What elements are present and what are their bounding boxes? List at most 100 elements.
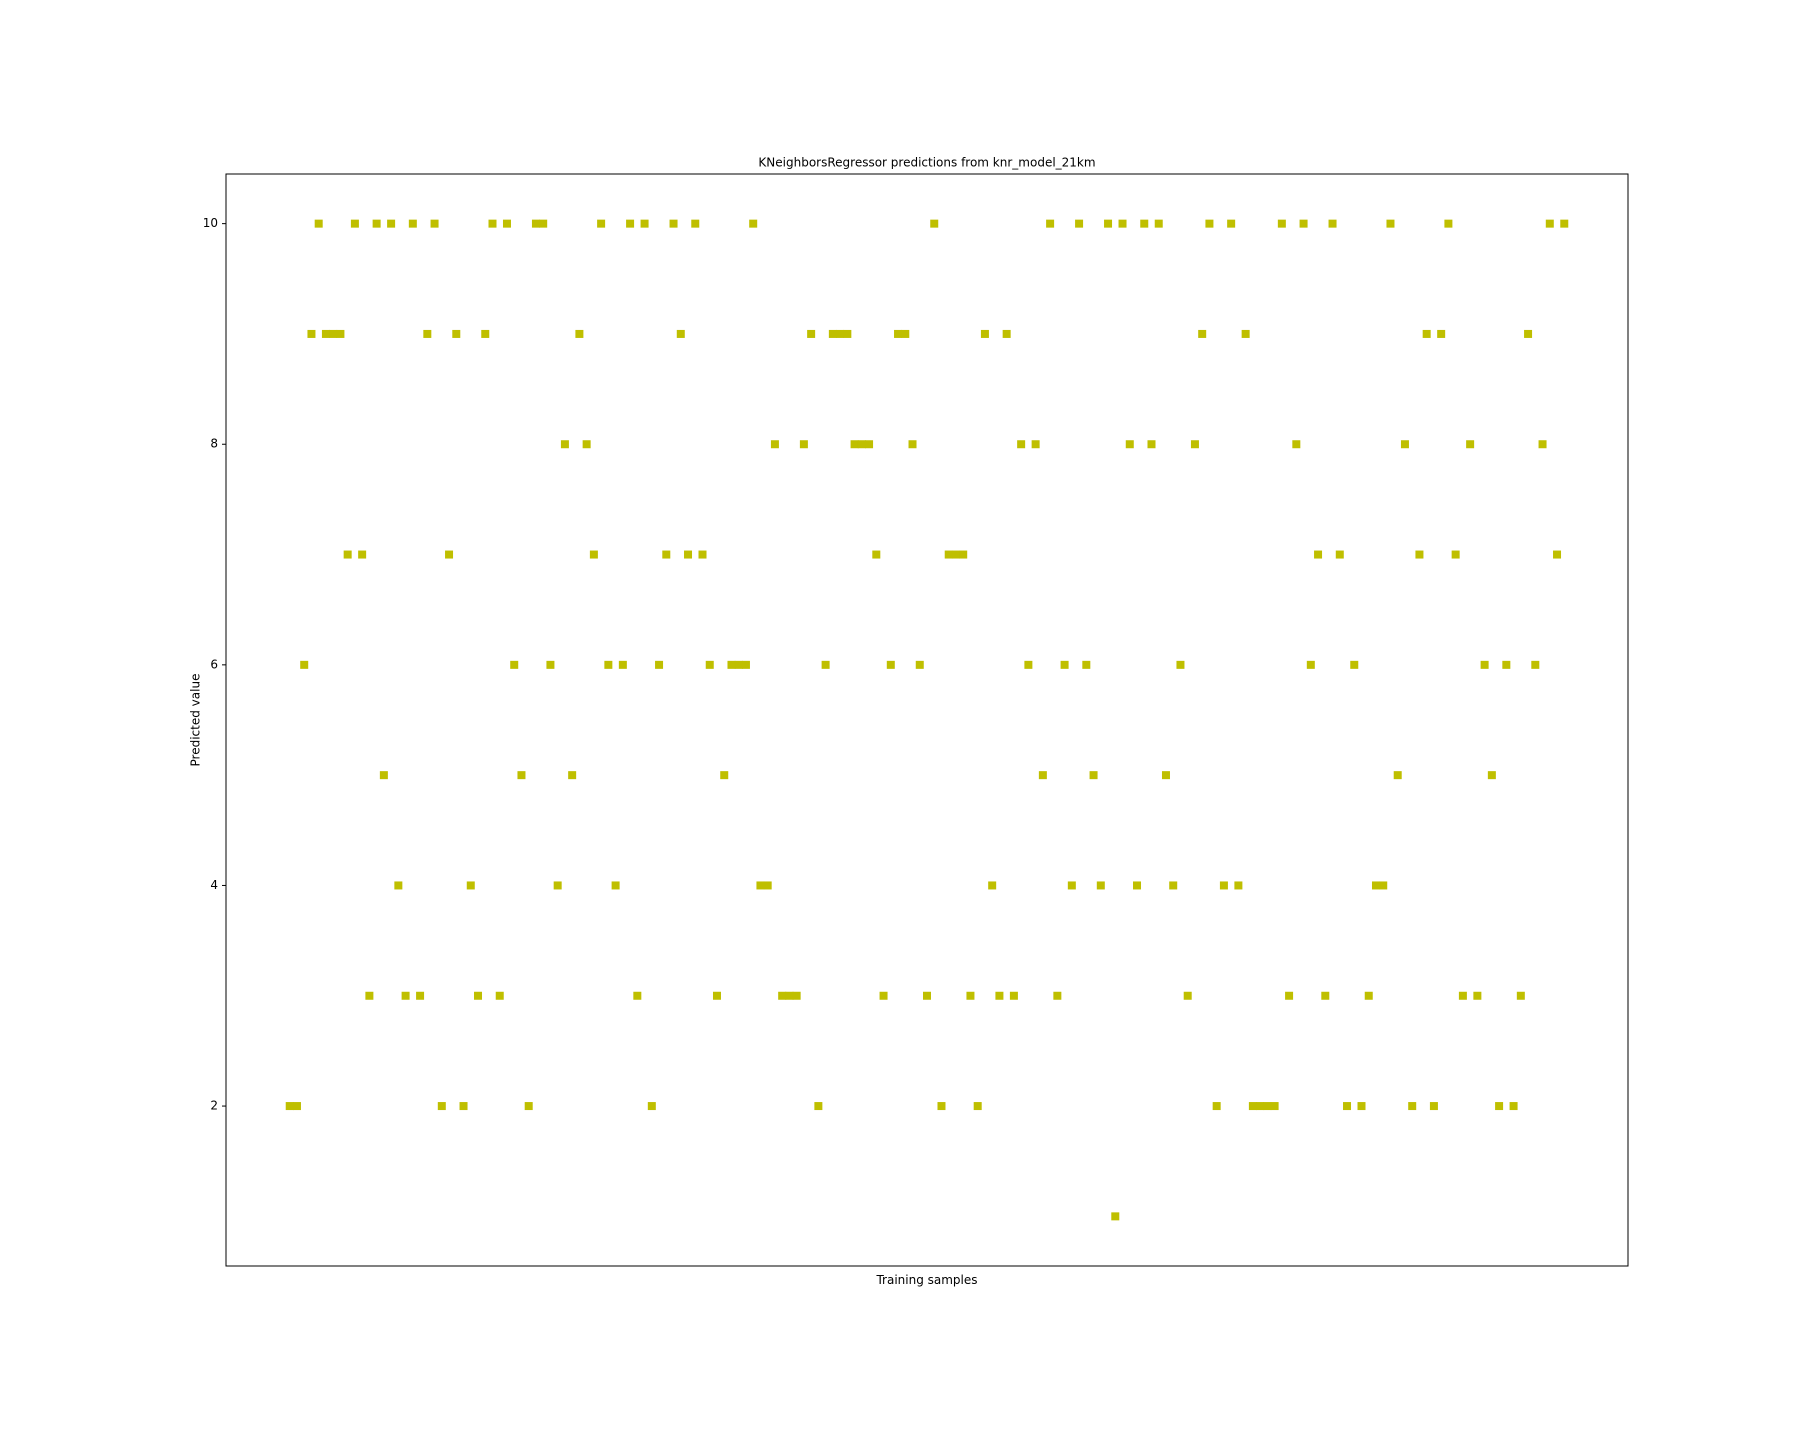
point bbox=[915, 660, 924, 669]
point bbox=[1299, 219, 1308, 228]
point bbox=[1538, 440, 1547, 449]
point bbox=[604, 660, 613, 669]
point bbox=[466, 881, 475, 890]
point bbox=[1075, 219, 1084, 228]
point bbox=[1386, 219, 1395, 228]
point bbox=[343, 550, 352, 559]
point bbox=[1270, 1102, 1279, 1111]
point bbox=[1495, 1102, 1504, 1111]
point bbox=[749, 219, 758, 228]
point bbox=[901, 329, 910, 338]
point bbox=[1024, 660, 1033, 669]
point bbox=[1125, 440, 1134, 449]
point bbox=[423, 329, 432, 338]
point bbox=[1480, 660, 1489, 669]
point bbox=[792, 991, 801, 1000]
chart-title: KNeighborsRegressor predictions from knr… bbox=[758, 156, 1095, 170]
point bbox=[1017, 440, 1026, 449]
point bbox=[1285, 991, 1294, 1000]
y-tick-label: 8 bbox=[210, 437, 218, 451]
point bbox=[336, 329, 345, 338]
point bbox=[611, 881, 620, 890]
point bbox=[1458, 991, 1467, 1000]
point bbox=[1314, 550, 1323, 559]
point bbox=[923, 991, 931, 1000]
point bbox=[1183, 991, 1192, 1000]
point bbox=[437, 1102, 446, 1111]
point bbox=[1379, 881, 1388, 890]
point bbox=[1133, 881, 1142, 890]
point bbox=[568, 771, 577, 780]
point bbox=[879, 991, 888, 1000]
point bbox=[1263, 1102, 1272, 1111]
point bbox=[1205, 219, 1214, 228]
point bbox=[394, 881, 403, 890]
point bbox=[1147, 440, 1156, 449]
point bbox=[662, 550, 671, 559]
point bbox=[937, 1102, 946, 1111]
point bbox=[510, 660, 519, 669]
point bbox=[1212, 1102, 1221, 1111]
point bbox=[524, 1102, 533, 1111]
point bbox=[1473, 991, 1482, 1000]
point bbox=[1053, 991, 1062, 1000]
point bbox=[799, 440, 808, 449]
point bbox=[502, 219, 511, 228]
point bbox=[1038, 771, 1047, 780]
point bbox=[640, 219, 649, 228]
point bbox=[973, 1102, 982, 1111]
point bbox=[741, 660, 750, 669]
point bbox=[959, 550, 968, 559]
point bbox=[770, 440, 779, 449]
point bbox=[1104, 219, 1113, 228]
point bbox=[1140, 219, 1149, 228]
point bbox=[821, 660, 830, 669]
point bbox=[546, 660, 555, 669]
point bbox=[1422, 329, 1431, 338]
point bbox=[1161, 771, 1170, 780]
point bbox=[307, 329, 316, 338]
point bbox=[857, 440, 866, 449]
point bbox=[850, 440, 859, 449]
point bbox=[1357, 1102, 1366, 1111]
point bbox=[626, 219, 635, 228]
point bbox=[807, 329, 816, 338]
point bbox=[1089, 771, 1098, 780]
point bbox=[1154, 219, 1163, 228]
point bbox=[1111, 1212, 1120, 1221]
point bbox=[488, 219, 497, 228]
point bbox=[1415, 550, 1424, 559]
point bbox=[1060, 660, 1069, 669]
point bbox=[1516, 991, 1525, 1000]
point bbox=[1169, 881, 1178, 890]
point bbox=[575, 329, 584, 338]
point bbox=[647, 1102, 656, 1111]
point bbox=[1118, 219, 1127, 228]
y-tick-label: 4 bbox=[210, 878, 218, 892]
point bbox=[951, 550, 960, 559]
point bbox=[1393, 771, 1402, 780]
point bbox=[1502, 660, 1511, 669]
point bbox=[1002, 329, 1011, 338]
point bbox=[966, 991, 975, 1000]
point bbox=[1545, 219, 1554, 228]
point bbox=[1350, 660, 1359, 669]
x-axis-label: Training samples bbox=[875, 1273, 977, 1287]
point bbox=[1292, 440, 1301, 449]
point bbox=[734, 660, 743, 669]
point bbox=[1031, 440, 1040, 449]
point bbox=[474, 991, 483, 1000]
point bbox=[350, 219, 359, 228]
point bbox=[1335, 550, 1344, 559]
point bbox=[597, 219, 606, 228]
point bbox=[633, 991, 642, 1000]
point bbox=[1082, 660, 1091, 669]
point bbox=[1371, 881, 1380, 890]
point bbox=[1429, 1102, 1438, 1111]
point bbox=[908, 440, 917, 449]
point bbox=[589, 550, 598, 559]
point bbox=[1227, 219, 1236, 228]
point bbox=[698, 550, 707, 559]
point bbox=[358, 550, 367, 559]
